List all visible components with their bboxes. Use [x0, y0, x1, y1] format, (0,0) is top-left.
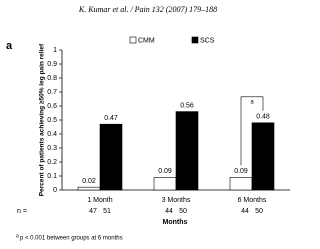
x-tick-label: 3 Months [162, 197, 191, 204]
n-value: 47 [89, 208, 97, 215]
y-tick-label: 0 [53, 187, 57, 194]
y-tick-label: 0.1 [47, 173, 57, 180]
value-label: 0.48 [256, 114, 270, 121]
legend-label: SCS [200, 37, 215, 44]
significance-marker: a [250, 99, 254, 105]
n-value: 51 [103, 208, 111, 215]
n-value: 44 [165, 208, 173, 215]
x-axis-label: Months [163, 219, 188, 226]
legend-label: CMM [138, 37, 155, 44]
legend-swatch [129, 36, 137, 44]
y-tick-label: 0.8 [47, 75, 57, 82]
legend-swatch [191, 36, 199, 44]
n-label: n = [17, 208, 27, 215]
bar [99, 123, 123, 191]
y-tick-label: 0.5 [47, 117, 57, 124]
footnote-marker: a [16, 233, 19, 239]
x-tick-label: 6 Months [238, 197, 267, 204]
value-label: 0.56 [180, 102, 194, 109]
bar [77, 186, 101, 191]
x-tick-label: 1 Month [87, 197, 112, 204]
y-tick-label: 0.3 [47, 145, 57, 152]
y-tick-label: 1 [53, 47, 57, 54]
y-tick-label: 0.6 [47, 103, 57, 110]
bar [153, 177, 177, 191]
value-label: 0.09 [158, 168, 172, 175]
y-tick-label: 0.4 [47, 131, 57, 138]
y-tick-label: 0.2 [47, 159, 57, 166]
n-value: 50 [255, 208, 263, 215]
bar [251, 122, 275, 191]
panel-label: a [6, 40, 13, 52]
value-label: 0.09 [234, 168, 248, 175]
bar [229, 177, 253, 191]
y-axis-label: Percent of patients achieving ≥50% leg p… [39, 43, 46, 196]
significance-bracket [240, 96, 264, 166]
value-label: 0.47 [104, 115, 118, 122]
footnote: p < 0.001 between groups at 6 months [20, 236, 123, 242]
chart: K. Kumar et al. / Pain 132 (2007) 179–18… [6, 5, 290, 242]
n-value: 50 [179, 208, 187, 215]
y-tick-label: 0.7 [47, 89, 57, 96]
n-value: 44 [241, 208, 249, 215]
value-label: 0.02 [82, 178, 96, 185]
bar [175, 111, 199, 191]
y-tick-label: 0.9 [47, 61, 57, 68]
page-header: K. Kumar et al. / Pain 132 (2007) 179–18… [78, 5, 217, 14]
